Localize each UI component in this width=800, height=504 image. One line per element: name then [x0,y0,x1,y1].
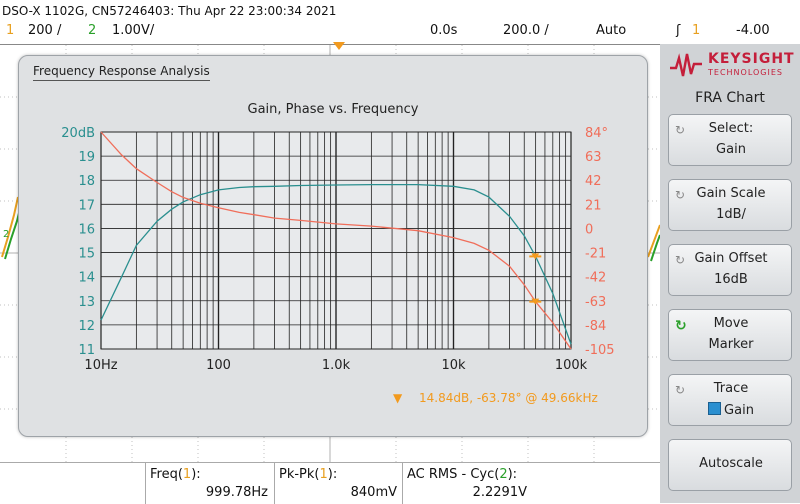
chart-title: Gain, Phase vs. Frequency [247,102,419,117]
move-value: Marker [708,337,754,352]
meas-label: Freq( [150,467,183,482]
status-bar: DSO-X 1102G, CN57246403: Thu Apr 22 23:0… [0,0,800,22]
select-value: Gain [716,142,746,157]
trigger-mode[interactable]: Auto [596,23,627,38]
y-tick-label-phase: -21 [585,247,606,262]
y-tick-label-phase: -105 [585,343,615,358]
meas-label-end: ): [507,467,518,482]
x-tick-label: 100k [555,358,588,373]
active-knob-icon: ↻ [675,318,687,334]
y-tick-label-gain: 14 [78,271,95,286]
select-softkey[interactable]: ↻ Select: Gain [668,114,792,166]
measurement-freq[interactable]: Freq(1): 999.78Hz [145,463,274,504]
marker-triangle-icon [531,253,540,260]
y-tick-label-gain: 11 [78,343,95,358]
y-tick-label-gain: 20dB [61,126,95,141]
measurement-acrms[interactable]: AC RMS - Cyc(2): 2.2291V [402,463,533,504]
meas-channel: 2 [499,467,508,482]
menu-title: FRA Chart [695,90,765,106]
trace-label: Trace [713,381,749,396]
y-tick-label-phase: 42 [585,174,602,189]
x-tick-label: 10Hz [84,358,117,373]
ch1-number[interactable]: 1 [6,23,15,38]
y-tick-label-gain: 12 [78,319,95,334]
autoscale-label: Autoscale [699,456,763,471]
marker-readout: 14.84dB, -63.78° @ 49.66kHz [419,391,598,405]
meas-value: 840mV [350,485,397,500]
y-tick-label-phase: 21 [585,198,602,213]
gain-trace [100,183,572,345]
fra-window: Frequency Response Analysis Gain, Phase … [18,55,648,437]
ch2-ground-marker: 2 [3,229,10,240]
time-delay[interactable]: 0.0s [430,23,458,38]
gain-offset-value: 16dB [714,272,748,287]
gain-scale-value: 1dB/ [716,207,746,222]
marker-readout-icon: ▼ [393,391,403,405]
brand-name: KEYSIGHT [708,51,795,67]
y-tick-label-gain: 18 [78,174,95,189]
move-marker-softkey[interactable]: ↻ Move Marker [668,309,792,361]
x-tick-label: 100 [206,358,231,373]
meas-label-end: ): [191,467,201,482]
channel-bar: 1 200 / 2 1.00V/ 0.0s 200.0 / Auto ʃ 1 -… [0,20,800,42]
meas-label: AC RMS - Cyc( [407,467,500,482]
y-tick-label-gain: 15 [78,247,95,262]
meas-channel: 1 [319,467,328,482]
y-tick-label-phase: 0 [585,222,593,237]
trigger-source[interactable]: 1 [692,23,701,38]
meas-label-end: ): [327,467,338,482]
entry-knob-icon: ↻ [675,123,686,137]
measurement-bar: Freq(1): 999.78Hz Pk-Pk(1): 840mV AC RMS… [0,462,660,504]
meas-value: 999.78Hz [205,485,268,500]
gain-scale-softkey[interactable]: ↻ Gain Scale 1dB/ [668,179,792,231]
x-tick-label: 10k [441,358,466,373]
gain-scale-label: Gain Scale [696,186,766,201]
ch1-scale[interactable]: 200 / [28,23,62,38]
marker-triangle-icon [531,298,540,305]
y-tick-label-phase: -42 [585,271,606,286]
ch2-scale[interactable]: 1.00V/ [112,23,155,38]
brand-logo: KEYSIGHT TECHNOLOGIES [668,48,796,82]
instrument-header: DSO-X 1102G, CN57246403: Thu Apr 22 23:0… [2,4,337,18]
y-tick-label-gain: 17 [78,198,95,213]
trace-checkbox-icon[interactable] [708,402,722,415]
select-label: Select: [708,121,754,136]
meas-value: 2.2291V [472,485,527,500]
trigger-level[interactable]: -4.00 [736,23,774,38]
y-tick-label-phase: -63 [585,295,606,310]
y-tick-label-phase: -84 [585,319,606,334]
trace-value-row: Gain [669,402,793,418]
time-scale[interactable]: 200.0 / [503,23,549,38]
y-tick-label-phase: 63 [585,150,602,165]
phase-trace [100,131,572,350]
trigger-slope-icon: ʃ [676,23,681,38]
y-tick-label-gain: 16 [78,222,95,237]
entry-knob-icon: ↻ [675,188,686,202]
trigger-position-marker [333,42,345,50]
gain-offset-label: Gain Offset [694,251,768,266]
trace-softkey[interactable]: ↻ Trace Gain [668,374,792,426]
ch2-number[interactable]: 2 [88,23,97,38]
trace-value: Gain [724,403,754,418]
fra-window-title: Frequency Response Analysis [33,64,210,81]
x-tick-label: 1.0k [322,358,351,373]
y-tick-label-phase: 84° [585,126,608,141]
brand-sub: TECHNOLOGIES [708,68,783,77]
meas-channel: 1 [182,467,192,482]
meas-label: Pk-Pk( [279,467,320,482]
fra-chart[interactable]: 20dB 19 18 17 16 15 14 13 12 11 84° 63 42 21 0 -21 -42 -6… [19,56,647,436]
y-tick-label-gain: 13 [78,295,95,310]
measurement-pkpk[interactable]: Pk-Pk(1): 840mV [274,463,403,504]
move-label: Move [713,316,749,331]
entry-knob-icon: ↻ [675,383,686,397]
autoscale-softkey[interactable]: Autoscale [668,439,792,491]
entry-knob-icon: ↻ [675,253,686,267]
y-tick-label-gain: 19 [78,150,95,165]
keysight-wave-icon [670,53,702,77]
gain-offset-softkey[interactable]: ↻ Gain Offset 16dB [668,244,792,296]
